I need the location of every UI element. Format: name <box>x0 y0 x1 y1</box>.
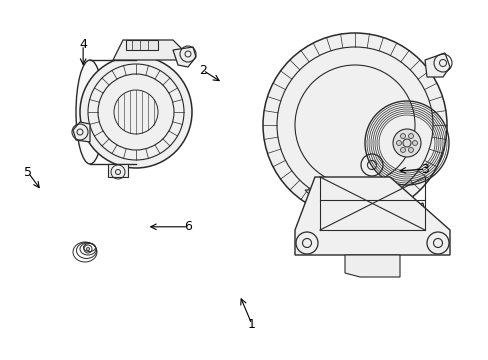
Circle shape <box>392 129 420 157</box>
Text: 2: 2 <box>199 64 206 77</box>
Polygon shape <box>108 164 128 177</box>
Circle shape <box>402 139 410 147</box>
Circle shape <box>396 140 401 145</box>
Polygon shape <box>113 40 183 60</box>
Circle shape <box>400 148 405 152</box>
Polygon shape <box>126 40 158 50</box>
Ellipse shape <box>80 56 192 168</box>
Circle shape <box>86 248 89 251</box>
Text: 3: 3 <box>421 163 428 176</box>
Polygon shape <box>424 53 449 77</box>
Text: 6: 6 <box>184 220 192 233</box>
Polygon shape <box>305 190 345 205</box>
Polygon shape <box>173 47 196 67</box>
Polygon shape <box>345 255 399 277</box>
Polygon shape <box>294 177 449 255</box>
Polygon shape <box>73 122 90 142</box>
Text: 4: 4 <box>79 39 87 51</box>
Circle shape <box>400 134 405 139</box>
Circle shape <box>412 140 417 145</box>
Polygon shape <box>374 193 424 220</box>
Text: 1: 1 <box>247 318 255 330</box>
Circle shape <box>407 134 413 139</box>
Ellipse shape <box>76 60 104 164</box>
Circle shape <box>263 33 446 217</box>
Circle shape <box>407 148 413 152</box>
Text: 5: 5 <box>24 166 32 179</box>
